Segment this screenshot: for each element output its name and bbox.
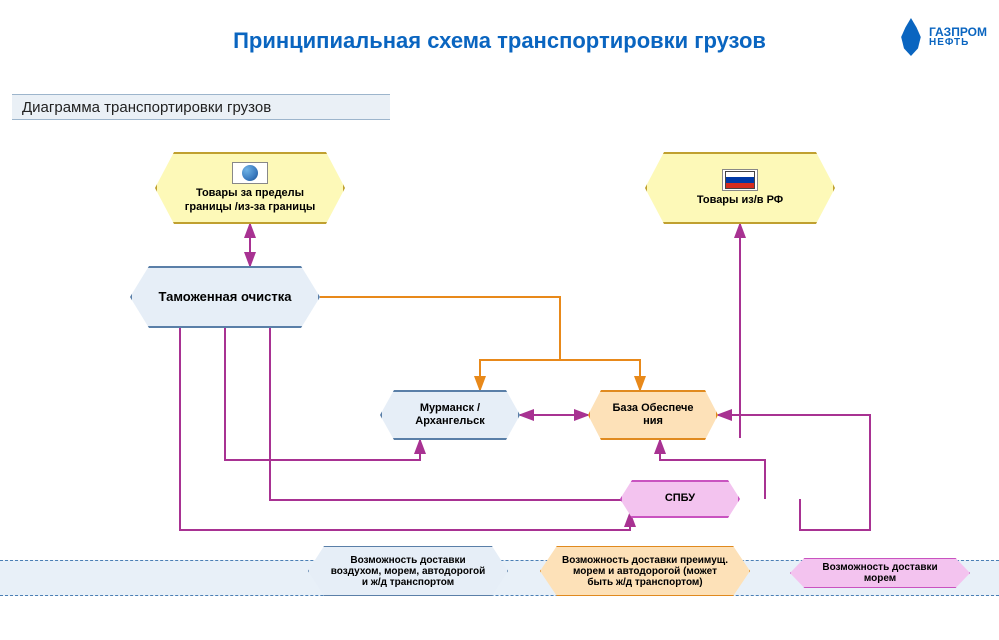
globe-icon: [232, 162, 268, 184]
node-spbu: СПБУ: [620, 480, 740, 518]
node-abroad-label: Товары за пределы границы /из-за границы: [175, 187, 325, 213]
node-customs-label: Таможенная очистка: [159, 289, 292, 305]
legend-1-label: Возможность доставки преимущ. морем и ав…: [561, 555, 729, 588]
legend-item-air-sea-road-rail: Возможность доставки воздухом, морем, ав…: [308, 546, 508, 596]
node-murmansk: Мурманск / Архангельск: [380, 390, 520, 440]
node-rf-label: Товары из/в РФ: [697, 194, 783, 207]
node-base: База Обеспече ния: [588, 390, 718, 440]
node-spbu-label: СПБУ: [665, 492, 695, 505]
node-abroad: Товары за пределы границы /из-за границы: [155, 152, 345, 224]
node-rf: Товары из/в РФ: [645, 152, 835, 224]
legend-item-sea: Возможность доставки морем: [790, 558, 970, 588]
ru-flag-icon: [722, 169, 758, 191]
legend-0-label: Возможность доставки воздухом, морем, ав…: [329, 555, 487, 588]
node-customs: Таможенная очистка: [130, 266, 320, 328]
legend-2-label: Возможность доставки морем: [811, 562, 949, 584]
legend-item-sea-road: Возможность доставки преимущ. морем и ав…: [540, 546, 750, 596]
diagram-canvas: Товары за пределы границы /из-за границы…: [0, 0, 999, 640]
node-murm-label: Мурманск / Архангельск: [400, 402, 500, 428]
node-base-label: База Обеспече ния: [612, 402, 693, 428]
